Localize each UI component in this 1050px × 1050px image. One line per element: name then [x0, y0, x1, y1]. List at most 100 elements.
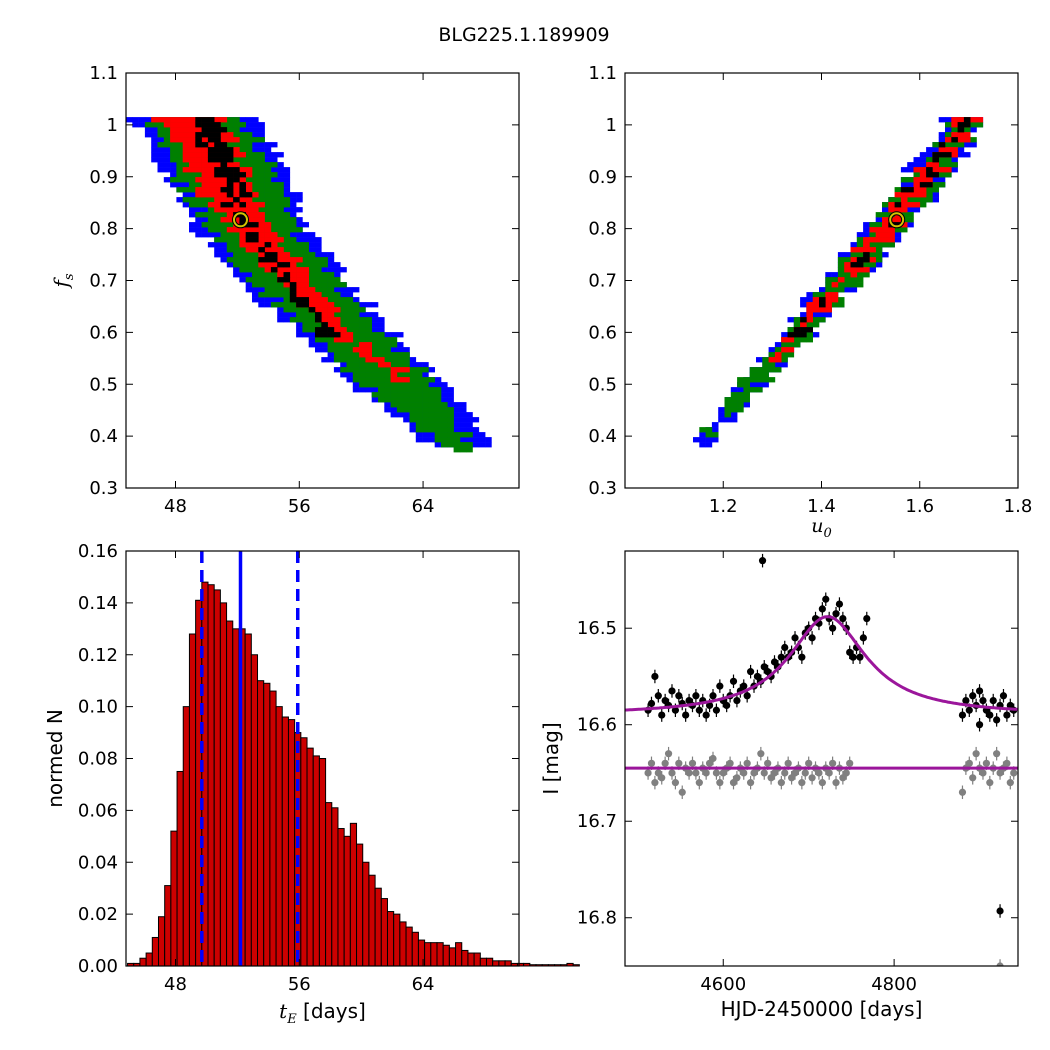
x-axis-label: tE [days]	[279, 999, 366, 1027]
data-point	[692, 692, 700, 700]
heatmap-cell	[207, 157, 215, 163]
heatmap-cell	[434, 427, 442, 433]
heatmap-cell	[825, 287, 832, 293]
heatmap-cell	[283, 267, 291, 273]
y-tick-label: 0.9	[89, 167, 118, 188]
heatmap-cell	[856, 257, 864, 263]
data-point	[675, 759, 683, 767]
heatmap-cell	[945, 122, 952, 128]
heatmap-cell	[459, 432, 467, 438]
heatmap-cell	[220, 192, 228, 198]
heatmap-cell	[201, 232, 209, 238]
heatmap-cell	[226, 147, 234, 153]
heatmap-cell	[327, 357, 335, 363]
heatmap-cell	[296, 282, 303, 288]
data-point	[969, 774, 977, 782]
heatmap-cell	[932, 157, 939, 163]
data-point	[671, 779, 680, 787]
heatmap-cell	[195, 232, 202, 238]
heatmap-cell	[453, 402, 461, 408]
heatmap-cell	[270, 237, 278, 243]
data-point	[668, 687, 676, 695]
heatmap-cell	[963, 137, 971, 143]
heatmap-cell	[932, 172, 939, 178]
data-point	[982, 759, 990, 767]
heatmap-cell	[800, 312, 807, 318]
heatmap-cell	[737, 407, 744, 413]
heatmap-cell	[277, 262, 284, 268]
heatmap-cell	[258, 297, 265, 303]
heatmap-cell	[699, 442, 706, 448]
heatmap-cell	[340, 352, 347, 358]
heatmap-cell	[327, 312, 335, 318]
heatmap-cell	[201, 227, 209, 233]
heatmap-cell	[378, 367, 385, 373]
heatmap-cell	[321, 297, 328, 303]
heatmap-cell	[951, 142, 958, 148]
heatmap-cell	[365, 367, 372, 373]
heatmap-cell	[346, 357, 354, 363]
heatmap-cell	[252, 172, 259, 178]
heatmap-cell	[327, 307, 335, 313]
heatmap-cell	[409, 382, 417, 388]
heatmap-cell	[819, 292, 826, 298]
heatmap-cell	[239, 177, 246, 183]
y-tick-label: 1.1	[89, 63, 118, 84]
data-point	[798, 653, 806, 661]
heatmap-cell	[907, 222, 914, 228]
heatmap-cell	[737, 387, 744, 393]
heatmap-cell	[195, 172, 202, 178]
heatmap-cell	[441, 402, 448, 408]
heatmap-cell	[396, 352, 404, 358]
heatmap-cell	[283, 187, 291, 193]
heatmap-cell	[258, 187, 265, 193]
heatmap-cell	[270, 142, 278, 148]
heatmap-cell	[422, 397, 429, 403]
heatmap-cell	[919, 152, 927, 158]
heatmap-cell	[233, 117, 240, 123]
heatmap-cell	[346, 347, 354, 353]
heatmap-cell	[409, 367, 417, 373]
heatmap-cell	[195, 207, 202, 213]
heatmap-cell	[233, 182, 240, 188]
heatmap-cell	[321, 312, 328, 318]
histogram-bar	[467, 952, 475, 967]
heatmap-cell	[346, 287, 354, 293]
histogram-bar	[145, 952, 153, 967]
heatmap-cell	[214, 142, 221, 148]
heatmap-cell	[371, 387, 379, 393]
histogram-bar	[157, 916, 166, 967]
heatmap-cell	[932, 147, 939, 153]
heatmap-cell	[333, 297, 341, 303]
heatmap-cell	[220, 142, 228, 148]
heatmap-cell	[296, 257, 303, 263]
heatmap-cell	[856, 267, 864, 273]
x-axis-label-main: t	[279, 999, 288, 1023]
heatmap-cell	[428, 397, 435, 403]
heatmap-cell	[207, 222, 215, 228]
data-point	[986, 711, 994, 719]
heatmap-cell	[189, 202, 196, 208]
heatmap-cell	[245, 277, 253, 283]
heatmap-cell	[837, 272, 845, 278]
heatmap-cell	[245, 237, 253, 243]
heatmap-cell	[258, 227, 265, 233]
heatmap-cell	[327, 327, 335, 333]
y-tick-label: 0.02	[78, 904, 118, 925]
heatmap-cell	[170, 147, 177, 153]
heatmap-cell	[415, 437, 423, 443]
heatmap-cell	[283, 317, 291, 323]
heatmap-cell	[365, 342, 372, 348]
data-point	[856, 653, 864, 661]
heatmap-cell	[277, 257, 284, 263]
heatmap-cell	[195, 127, 202, 133]
heatmap-cell	[264, 292, 272, 298]
heatmap-cell	[396, 332, 404, 338]
heatmap-cell	[396, 362, 404, 368]
x-axis-label: u0	[811, 515, 832, 541]
heatmap-cell	[724, 402, 732, 408]
heatmap-cell	[277, 177, 284, 183]
heatmap-cell	[189, 157, 196, 163]
heatmap-cell	[963, 152, 971, 158]
heatmap-cell	[428, 367, 435, 373]
